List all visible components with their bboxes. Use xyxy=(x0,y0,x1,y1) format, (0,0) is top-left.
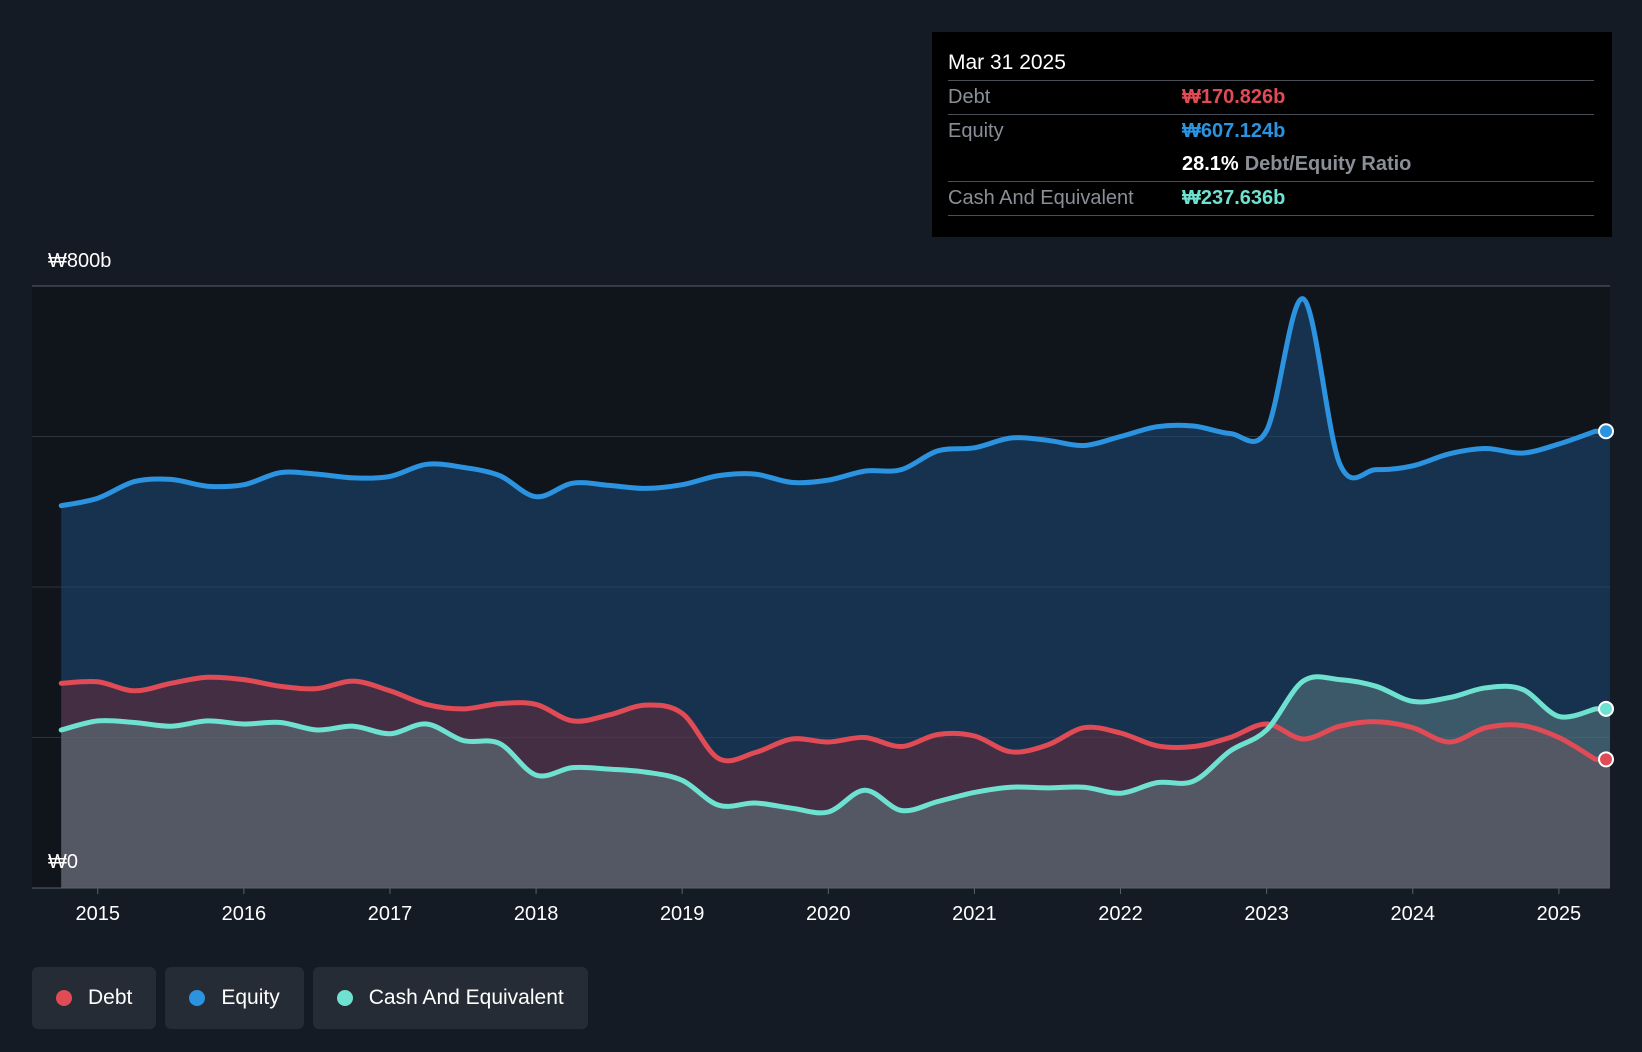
tooltip-cash-value: ₩237.636b xyxy=(1182,187,1286,209)
x-axis-ticks: 2015 2016 2017 2018 2019 2020 2021 2022 2023 2024… xyxy=(76,888,1582,925)
y-tick-label-zero: ₩0 xyxy=(48,851,78,873)
x-tick-label-2020: 2020 xyxy=(806,903,851,925)
tooltip-debt-label: Debt xyxy=(948,86,991,108)
data-tooltip: Mar 31 2025 Debt ₩170.826b Equity ₩607.1… xyxy=(932,32,1612,237)
equity-dot-icon xyxy=(189,990,206,1006)
debt-area xyxy=(61,677,1611,888)
tooltip-equity-value: ₩607.124b xyxy=(1182,120,1286,142)
x-tick-label-2019: 2019 xyxy=(660,903,705,925)
x-tick-label-2024: 2024 xyxy=(1391,903,1436,925)
legend-item-equity[interactable]: Equity xyxy=(165,967,304,1029)
cash-endpoint-marker xyxy=(1598,700,1614,717)
cash-area xyxy=(61,676,1611,888)
debt-endpoint-marker xyxy=(1598,751,1614,768)
tooltip-equity-row: Equity ₩607.124b xyxy=(948,114,1594,148)
tooltip-date: Mar 31 2025 xyxy=(948,51,1066,74)
series-endpoints xyxy=(1598,423,1614,768)
chart-legend: Debt Equity Cash And Equivalent xyxy=(32,967,597,1029)
cash-line xyxy=(58,674,1613,816)
debt-line xyxy=(58,674,1613,764)
tooltip-cash-label: Cash And Equivalent xyxy=(948,187,1134,209)
x-tick-label-2015: 2015 xyxy=(76,903,121,925)
x-tick-label-2017: 2017 xyxy=(368,903,413,925)
debt-dot-icon xyxy=(56,990,72,1006)
series-lines xyxy=(58,296,1613,816)
x-tick-label-2021: 2021 xyxy=(952,903,997,925)
x-tick-label-2023: 2023 xyxy=(1244,903,1289,925)
cash-dot-icon xyxy=(336,990,353,1006)
tooltip-ratio-label: Debt/Equity Ratio xyxy=(1244,153,1412,175)
tooltip-debt-row: Debt ₩170.826b xyxy=(948,80,1594,114)
tooltip-cash-row: Cash And Equivalent ₩237.636b xyxy=(948,181,1594,216)
legend-item-cash[interactable]: Cash And Equivalent xyxy=(312,967,588,1029)
x-tick-label-2025: 2025 xyxy=(1537,903,1582,925)
legend-cash-label: Cash And Equivalent xyxy=(368,986,564,1009)
x-tick-label-2022: 2022 xyxy=(1098,903,1143,925)
x-tick-label-2016: 2016 xyxy=(222,903,267,925)
tooltip-equity-label: Equity xyxy=(948,120,1004,142)
tooltip-ratio-value: 28.1% xyxy=(1182,153,1239,175)
equity-endpoint-marker xyxy=(1598,423,1614,440)
tooltip-ratio-row: 28.1% Debt/Equity Ratio xyxy=(948,148,1594,181)
y-tick-label-max: ₩800b xyxy=(48,250,112,272)
legend-debt-label: Debt xyxy=(88,986,133,1009)
legend-item-debt[interactable]: Debt xyxy=(32,967,157,1029)
tooltip-debt-value: ₩170.826b xyxy=(1182,86,1286,108)
equity-line xyxy=(58,296,1613,509)
legend-equity-label: Equity xyxy=(221,986,280,1009)
x-tick-label-2018: 2018 xyxy=(514,903,559,925)
